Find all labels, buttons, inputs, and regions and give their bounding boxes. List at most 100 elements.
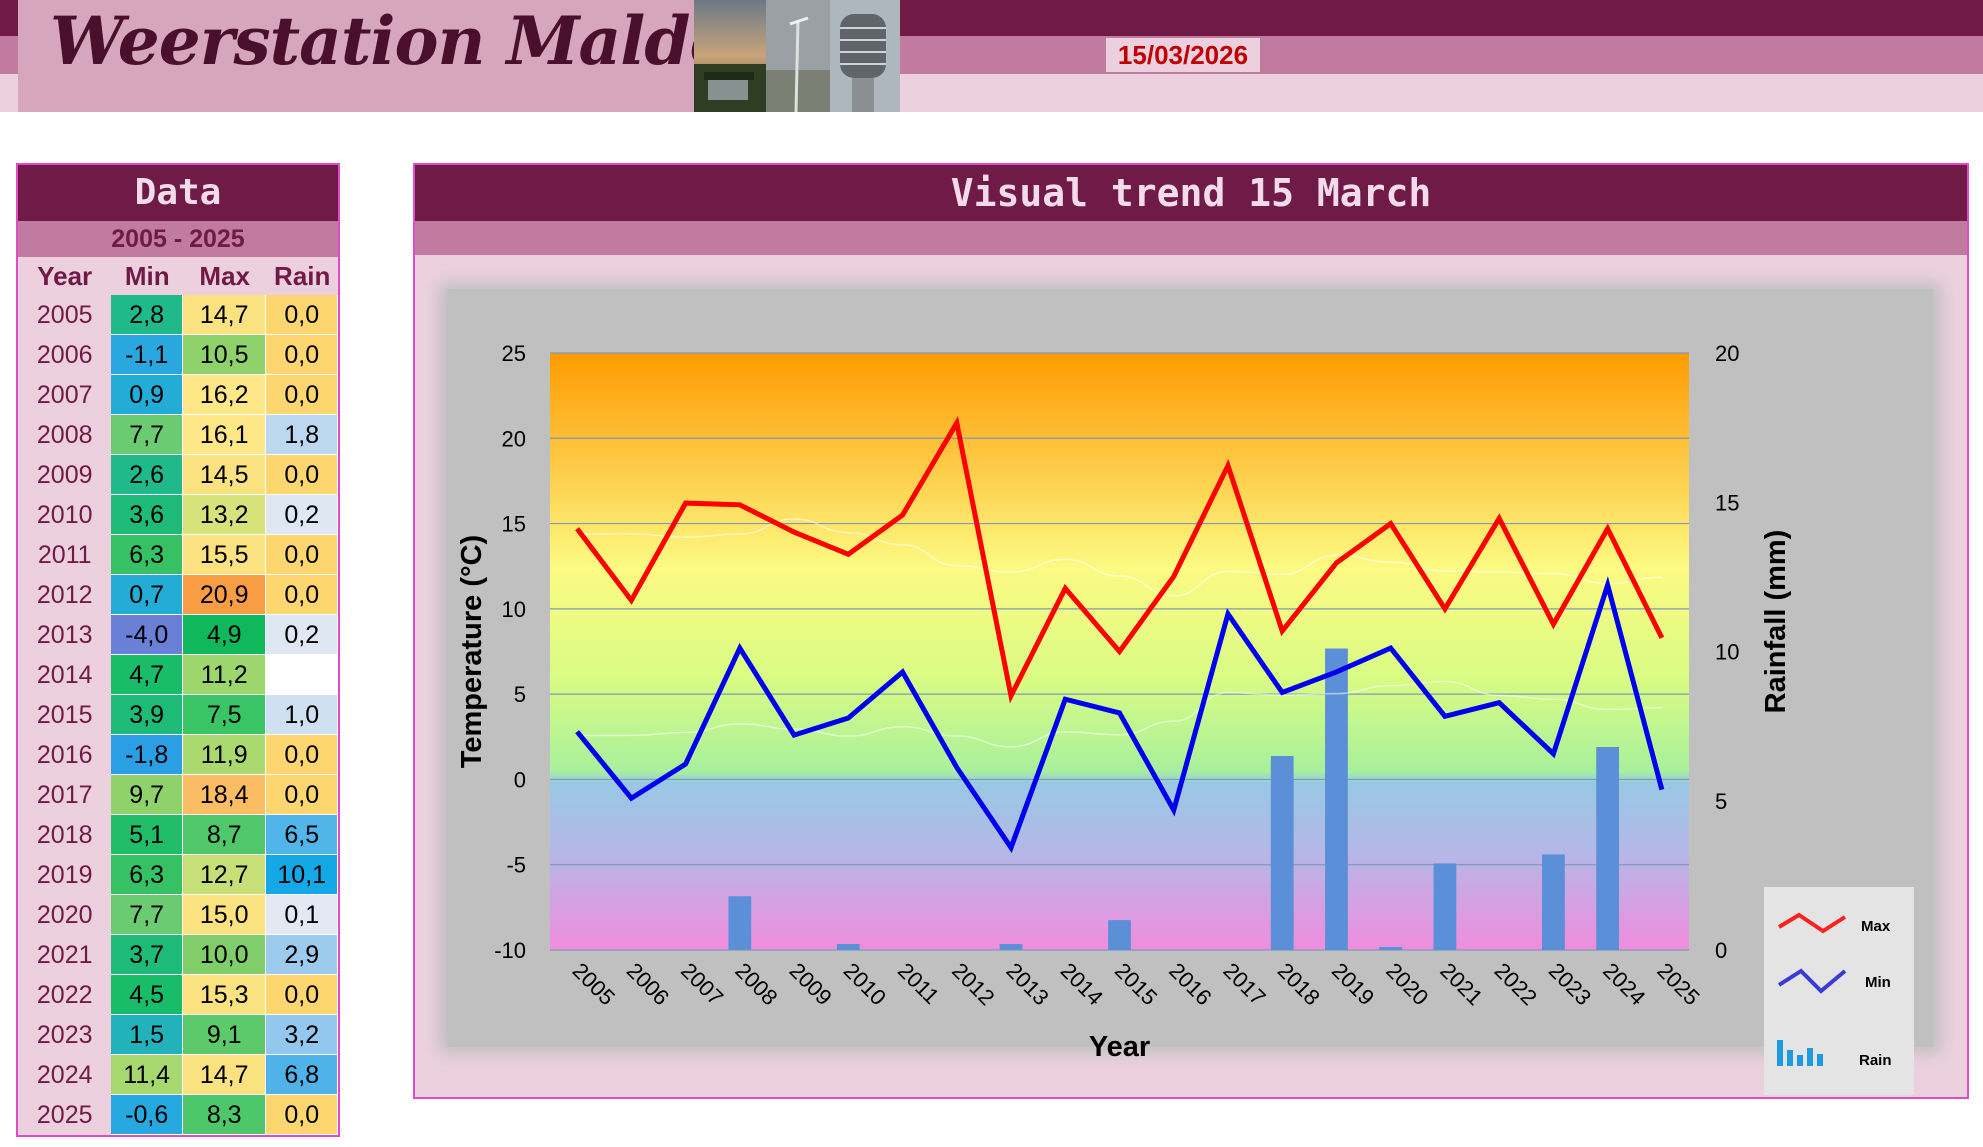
chart-panel: Visual trend 15 March 25 20 15 10 5 0 -5- [413,163,1969,1099]
year-cell: 2015 [36,701,93,729]
rain-cell: 3,2 [266,1015,339,1055]
year-cell: 2023 [36,1021,93,1049]
min-cell: 3,9 [111,695,183,735]
y2-tick-label: 15 [1715,490,1739,515]
max-cell: 4,9 [182,615,267,655]
year-cell: 2022 [36,981,93,1009]
rain-bar [836,944,860,950]
year-cell: 2020 [36,901,93,929]
max-cell: 18,4 [182,775,267,815]
rain-cell: 0,0 [266,575,339,615]
table-row: 2025 -0,6 8,3 0,0 [18,1095,339,1135]
data-panel-title: Data [18,165,338,221]
legend-rain-label: Rain [1859,1052,1892,1069]
rain-cell: 0,0 [266,375,339,415]
table-row: 2006 -1,1 10,5 0,0 [18,335,339,375]
table-row: 2022 4,5 15,3 0,0 [18,975,339,1015]
min-cell: 7,7 [111,895,183,935]
y2-tick-label: 20 [1715,341,1739,366]
trend-line [577,518,1662,597]
year-cell: 2017 [36,781,93,809]
rain-cell: 6,5 [266,815,339,855]
year-cell: 2007 [36,381,93,409]
temperature-lines [575,416,1665,854]
y-tick-label: -10 [494,938,526,963]
rain-bar [1596,747,1620,950]
max-cell: 7,5 [182,695,267,735]
min-cell: 4,7 [111,655,183,695]
rain-bar [1542,854,1565,950]
table-row: 2018 5,1 8,7 6,5 [18,815,339,855]
max-cell: 10,5 [182,335,267,375]
table-row: 2017 9,7 18,4 0,0 [18,775,339,815]
min-cell: 0,9 [111,375,183,415]
x-axis-title: Year [1089,1031,1150,1063]
y2-axis-title: Rainfall (mm) [1760,530,1792,714]
year-cell: 2018 [36,821,93,849]
column-header-rain: Rain [274,261,331,291]
table-row: 2020 7,7 15,0 0,1 [18,895,339,935]
y-tick-label: 20 [502,426,526,451]
table-row: 2021 3,7 10,0 2,9 [18,935,339,975]
y2-tick-label: 0 [1715,938,1727,963]
min-cell: 3,6 [111,495,183,535]
rain-cell: 0,0 [266,455,339,495]
max-cell: 14,7 [182,1055,267,1095]
min-cell: -1,8 [111,735,183,775]
table-row: 2024 11,4 14,7 6,8 [18,1055,339,1095]
year-cell: 2019 [36,861,93,889]
rain-cell: 10,1 [266,855,339,895]
y2-axis-ticks: 20 15 10 5 0 [1715,341,1739,963]
min-series-line [575,576,1665,854]
rain-cell: 2,9 [266,935,339,975]
rain-cell: 0,0 [266,535,339,575]
data-panel: Data 2005 - 2025 Year Min Max Rain 2005 2… [16,163,340,1137]
y-tick-label: 0 [514,767,526,792]
legend-rain-icon [1777,1040,1823,1066]
min-cell: 4,5 [111,975,183,1015]
table-row: 2023 1,5 9,1 3,2 [18,1015,339,1055]
rain-cell: 1,0 [266,695,339,735]
rain-bar [1270,755,1294,950]
trend-lines [577,518,1662,748]
y2-tick-label: 5 [1715,789,1727,814]
table-row: 2007 0,9 16,2 0,0 [18,375,339,415]
y2-tick-label: 10 [1715,640,1739,665]
page-header: Weerstation Malderen 15/03/2026 [0,0,1983,112]
max-cell: 14,5 [182,455,267,495]
table-row: 2014 4,7 11,2 [18,655,339,695]
max-cell: 8,7 [182,815,267,855]
min-cell: -0,6 [111,1095,183,1135]
min-cell: 2,8 [111,295,183,335]
rain-bar [1108,920,1131,950]
min-cell: -4,0 [111,615,183,655]
y-tick-label: -5 [506,853,526,878]
table-row: 2011 6,3 15,5 0,0 [18,535,339,575]
year-cell: 2025 [36,1101,93,1129]
table-row: 2012 0,7 20,9 0,0 [18,575,339,615]
year-cell: 2010 [36,501,93,529]
table-row: 2019 6,3 12,7 10,1 [18,855,339,895]
max-series-line [575,416,1665,704]
rain-bar [728,896,752,950]
y-tick-label: 15 [502,512,526,537]
max-cell: 14,7 [182,295,267,335]
year-cell: 2012 [36,581,93,609]
max-cell: 15,5 [182,535,267,575]
rain-cell: 0,0 [266,975,339,1015]
table-row: 2010 3,6 13,2 0,2 [18,495,339,535]
photo-tower [830,0,900,112]
rain-cell: 0,0 [266,295,339,335]
data-table-body: 2005 2,8 14,7 0,0 2006 -1,1 10,5 0,0 2007 0,9 16,2… [18,295,339,1135]
column-header-min: Min [124,261,170,291]
min-cell: 6,3 [111,535,183,575]
min-cell: 9,7 [111,775,183,815]
min-cell: 0,7 [111,575,183,615]
rain-cell: 1,8 [266,415,339,455]
min-cell: 3,7 [111,935,183,975]
rain-bar [1379,947,1403,950]
title-box: Weerstation Malderen [18,0,853,112]
data-panel-range: 2005 - 2025 [18,221,338,257]
max-cell: 13,2 [182,495,267,535]
